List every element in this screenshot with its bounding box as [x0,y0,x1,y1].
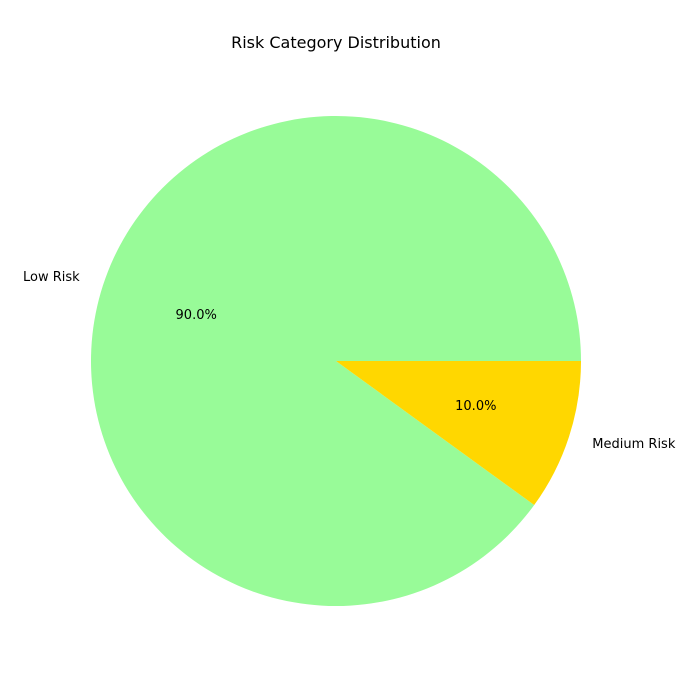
slice-percentage-label: 90.0% [176,308,217,323]
pie-slice-medium-risk [336,361,581,506]
chart-title: Risk Category Distribution [231,33,441,52]
slice-percentage-label: 10.0% [455,399,496,414]
slice-label: Low Risk [23,270,80,285]
pie-slices [90,115,581,606]
slice-label: Medium Risk [592,437,676,452]
pie-slice-low-risk [90,115,581,606]
pie-labels: Low Risk 90.0% Medium Risk 10.0% [23,270,676,452]
